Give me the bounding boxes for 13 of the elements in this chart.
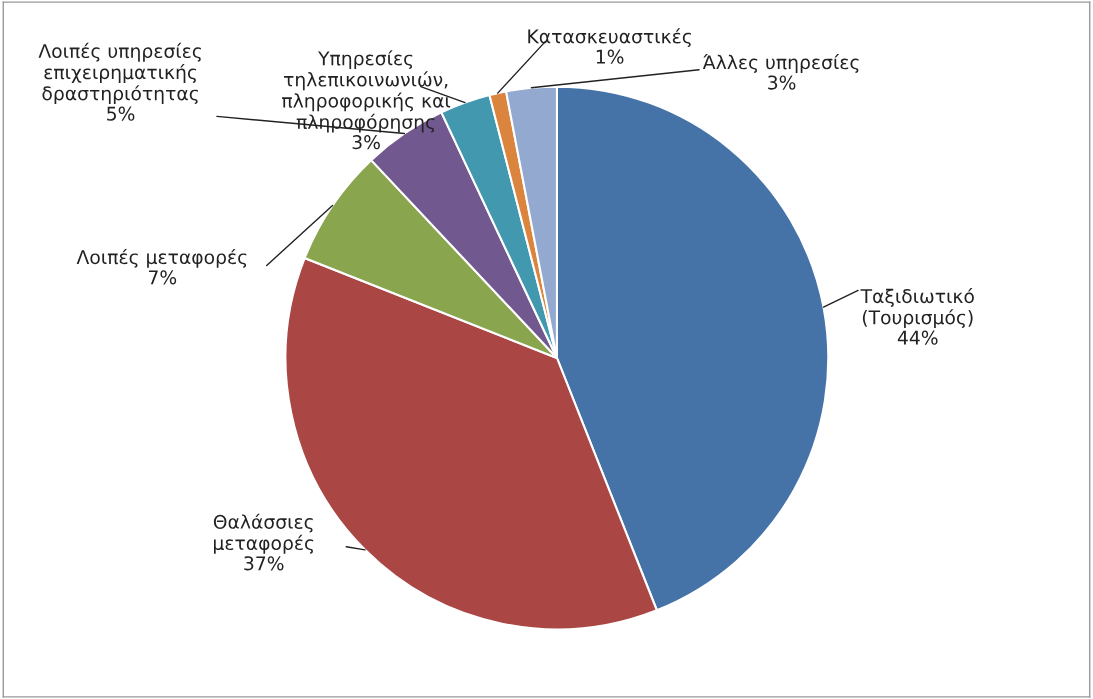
- data-label: 44%: [897, 330, 938, 345]
- data-label: 5%: [107, 106, 135, 121]
- data-label: 3%: [352, 135, 380, 150]
- slice-label: Θαλάσσιες μεταφορές: [213, 513, 314, 554]
- slice-label: Λοιπές υπηρεσίες επιχειρηματικής δραστηριότητας: [38, 42, 201, 105]
- data-label: 3%: [768, 75, 796, 90]
- slice-label: Άλλες υπηρεσίες: [702, 54, 859, 73]
- slice-label: Λοιπές μεταφορές: [76, 248, 247, 268]
- slice-label: Ταξιδιωτικό (Τουρισμός): [860, 287, 974, 329]
- data-label: 37%: [244, 556, 284, 571]
- data-label: 7%: [148, 270, 177, 285]
- slice-label: Κατασκευαστικές: [528, 28, 691, 48]
- data-label: 1%: [596, 49, 624, 64]
